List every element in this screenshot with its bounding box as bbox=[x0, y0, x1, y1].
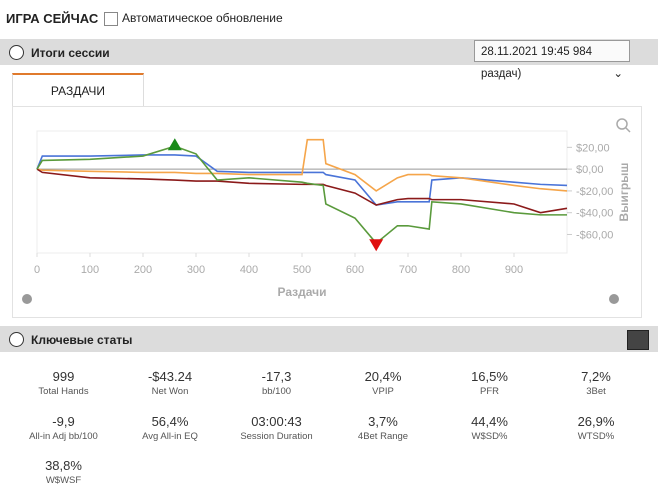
checkbox[interactable] bbox=[104, 12, 118, 26]
stat: 56,4% Avg All-in EQ bbox=[117, 414, 224, 442]
x-tick-label: 400 bbox=[240, 264, 258, 276]
stat-value: -9,9 bbox=[52, 413, 75, 429]
stat: 03:00:43 Session Duration bbox=[223, 414, 330, 442]
stat-label: 4Bet Range bbox=[357, 430, 409, 442]
x-tick-label: 700 bbox=[399, 264, 417, 276]
stat: 20,4% VPIP bbox=[330, 369, 437, 397]
stat-label: Session Duration bbox=[240, 430, 313, 442]
series-line bbox=[36, 154, 568, 206]
stat-value: -$43.24 bbox=[147, 369, 193, 384]
stat-label: PFR bbox=[480, 386, 499, 397]
section-title: Ключевые статы bbox=[31, 333, 133, 347]
dropdown-arrow: ⌄ bbox=[613, 68, 623, 80]
checkbox-label[interactable]: Автоматическое обновление bbox=[122, 11, 283, 25]
y-tick-label: $20,00 bbox=[576, 142, 610, 154]
section-title: Итоги сессии bbox=[31, 46, 110, 60]
stat-label: VPIP bbox=[372, 386, 394, 397]
stat-label: All-in Adj bb/100 bbox=[29, 430, 98, 442]
dropdown-text: 28.11.2021 19:45 984 раздач) bbox=[481, 46, 593, 80]
stat-label: W$WSF bbox=[45, 475, 82, 486]
stat: 26,9% WTSD% bbox=[543, 414, 650, 442]
stat-label: Avg All-in EQ bbox=[142, 430, 198, 442]
x-tick-label: 800 bbox=[452, 264, 470, 276]
stat-label: W$SD% bbox=[471, 430, 508, 442]
x-tick-label: 600 bbox=[346, 264, 364, 276]
stat-label: 3Bet bbox=[586, 386, 606, 397]
stat-value: 26,9% bbox=[577, 413, 615, 429]
settings-icon[interactable] bbox=[22, 294, 32, 304]
stat-value: 3,7% bbox=[368, 413, 398, 429]
stat: 999 Total Hands bbox=[10, 369, 117, 397]
stat-value: 16,5% bbox=[471, 369, 508, 384]
session-dropdown[interactable]: 28.11.2021 19:45 984 раздач) ⌄ bbox=[474, 40, 630, 80]
series-line bbox=[36, 145, 567, 245]
min-marker bbox=[369, 239, 384, 252]
chart: Раздачи Выигрыш $20,00 $0,00 -$20,00 -$40,0… bbox=[22, 118, 631, 304]
zoom-icon-handle bbox=[625, 127, 631, 133]
y-tick-label: $0,00 bbox=[576, 164, 604, 176]
x-tick-label: 500 bbox=[293, 264, 311, 276]
stat-value: 7,2% bbox=[581, 369, 611, 384]
stat: -17,3 bb/100 bbox=[223, 369, 330, 397]
stat-value: 44,4% bbox=[471, 413, 508, 429]
stat: 44,4% W$SD% bbox=[436, 414, 543, 442]
stat-label: Net Won bbox=[151, 386, 189, 397]
collapse-button[interactable] bbox=[9, 45, 24, 60]
stat: -9,9 All-in Adj bb/100 bbox=[10, 414, 117, 442]
zoom-icon[interactable] bbox=[616, 118, 628, 130]
stat-label: WTSD% bbox=[577, 430, 615, 442]
stat-value: 03:00:43 bbox=[251, 413, 302, 429]
collapse-button[interactable] bbox=[9, 332, 24, 347]
stat-value: 20,4% bbox=[364, 369, 402, 384]
x-axis-label: Раздачи bbox=[278, 285, 327, 299]
stat: -$43.24 Net Won bbox=[117, 369, 224, 397]
stat-value: -17,3 bbox=[261, 369, 292, 384]
stat-label: bb/100 bbox=[261, 386, 292, 397]
stat: 7,2% 3Bet bbox=[543, 369, 650, 397]
y-axis-label: Выигрыш bbox=[617, 163, 631, 222]
stat: 3,7% 4Bet Range bbox=[330, 414, 437, 442]
max-marker bbox=[167, 138, 182, 151]
chart-panel bbox=[12, 106, 642, 318]
section-header bbox=[0, 326, 658, 352]
y-tick-label: -$20,00 bbox=[576, 186, 613, 198]
y-tick-label: -$40,00 bbox=[576, 208, 613, 220]
stat-value: 38,8% bbox=[45, 458, 82, 473]
tab[interactable]: РАЗДАЧИ bbox=[12, 73, 144, 107]
y-tick-label: -$60,00 bbox=[576, 229, 613, 241]
plot-frame bbox=[36, 130, 568, 254]
x-tick-label: 200 bbox=[134, 264, 152, 276]
stat-value: 56,4% bbox=[151, 413, 189, 429]
stat: 16,5% PFR bbox=[436, 369, 543, 397]
stat-label: Total Hands bbox=[38, 386, 89, 397]
stat-value: 999 bbox=[52, 369, 75, 384]
info-icon[interactable] bbox=[609, 294, 619, 304]
layout-button[interactable] bbox=[627, 330, 649, 350]
page-title: ИГРА СЕЙЧАС bbox=[6, 11, 99, 26]
x-tick-label: 900 bbox=[505, 264, 523, 276]
series-line bbox=[36, 168, 568, 214]
x-tick-label: 0 bbox=[34, 264, 40, 276]
x-tick-label: 300 bbox=[187, 264, 205, 276]
series-line bbox=[36, 138, 568, 192]
x-tick-label: 100 bbox=[81, 264, 99, 276]
stat: 38,8% W$WSF bbox=[10, 458, 117, 486]
